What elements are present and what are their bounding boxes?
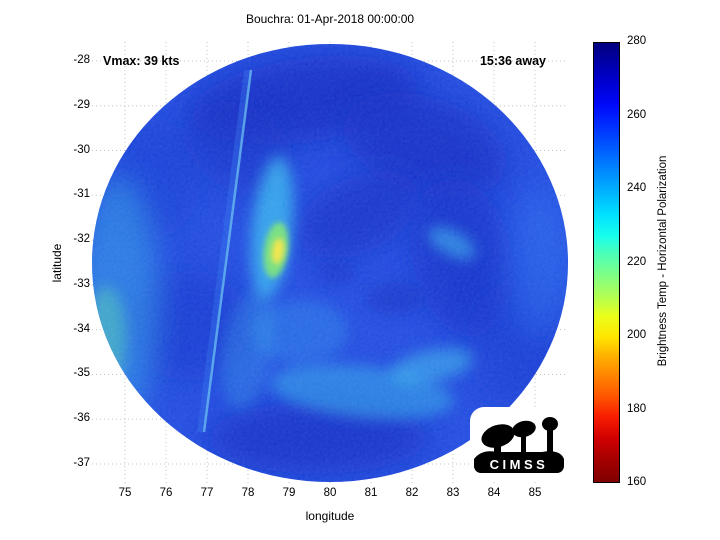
y-tick-label: -32	[73, 233, 90, 246]
cimss-logo-text: CIMSS	[490, 457, 549, 472]
y-tick-label: -34	[73, 322, 90, 335]
x-tick-label: 85	[528, 487, 542, 499]
y-tick-label: -37	[73, 457, 90, 470]
x-tick-label: 83	[446, 487, 460, 499]
colorbar-tick-label: 200	[627, 329, 647, 341]
colorbar-tick-label: 220	[627, 255, 647, 268]
y-tick-label: -31	[73, 188, 90, 201]
x-tick-label: 80	[323, 487, 337, 499]
colorbar-tick-label: 240	[627, 182, 647, 194]
colorbar-tick-label: 160	[627, 476, 647, 488]
y-tick-label: -28	[73, 54, 90, 66]
x-axis-label: longitude	[305, 509, 355, 523]
figure-title: Bouchra: 01-Apr-2018 00:00:00	[245, 12, 415, 26]
x-tick-label: 75	[118, 487, 132, 499]
colorbar	[593, 42, 620, 483]
x-tick-label: 81	[364, 487, 378, 499]
colorbar-tick-label: 180	[627, 402, 647, 415]
x-tick-label: 76	[159, 487, 173, 499]
x-tick-label: 84	[487, 487, 501, 499]
vmax-annotation: Vmax: 39 kts	[103, 54, 180, 68]
colorbar-tick-label: 260	[627, 108, 647, 121]
x-tick-label: 78	[241, 487, 255, 499]
cimss-logo: CIMSS	[470, 407, 568, 480]
y-tick-label: -30	[73, 143, 90, 156]
time-away-annotation: 15:36 away	[479, 54, 546, 68]
y-tick-label: -33	[73, 277, 90, 290]
colorbar-gradient	[594, 43, 619, 482]
y-tick-label: -29	[73, 98, 90, 111]
y-tick-label: -35	[73, 367, 90, 380]
colorbar-tick-label: 280	[627, 35, 647, 47]
cimss-logo-art	[474, 417, 564, 473]
y-tick-label: -36	[73, 412, 90, 425]
x-tick-label: 77	[200, 487, 214, 499]
x-tick-label: 82	[405, 487, 419, 499]
x-tick-label: 79	[282, 487, 296, 499]
